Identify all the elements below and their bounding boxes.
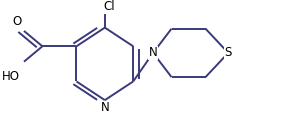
- Text: HO: HO: [2, 70, 20, 83]
- Text: Cl: Cl: [103, 0, 115, 13]
- Text: N: N: [100, 101, 109, 114]
- Text: S: S: [225, 46, 232, 59]
- Text: O: O: [12, 15, 21, 28]
- Text: N: N: [149, 46, 157, 59]
